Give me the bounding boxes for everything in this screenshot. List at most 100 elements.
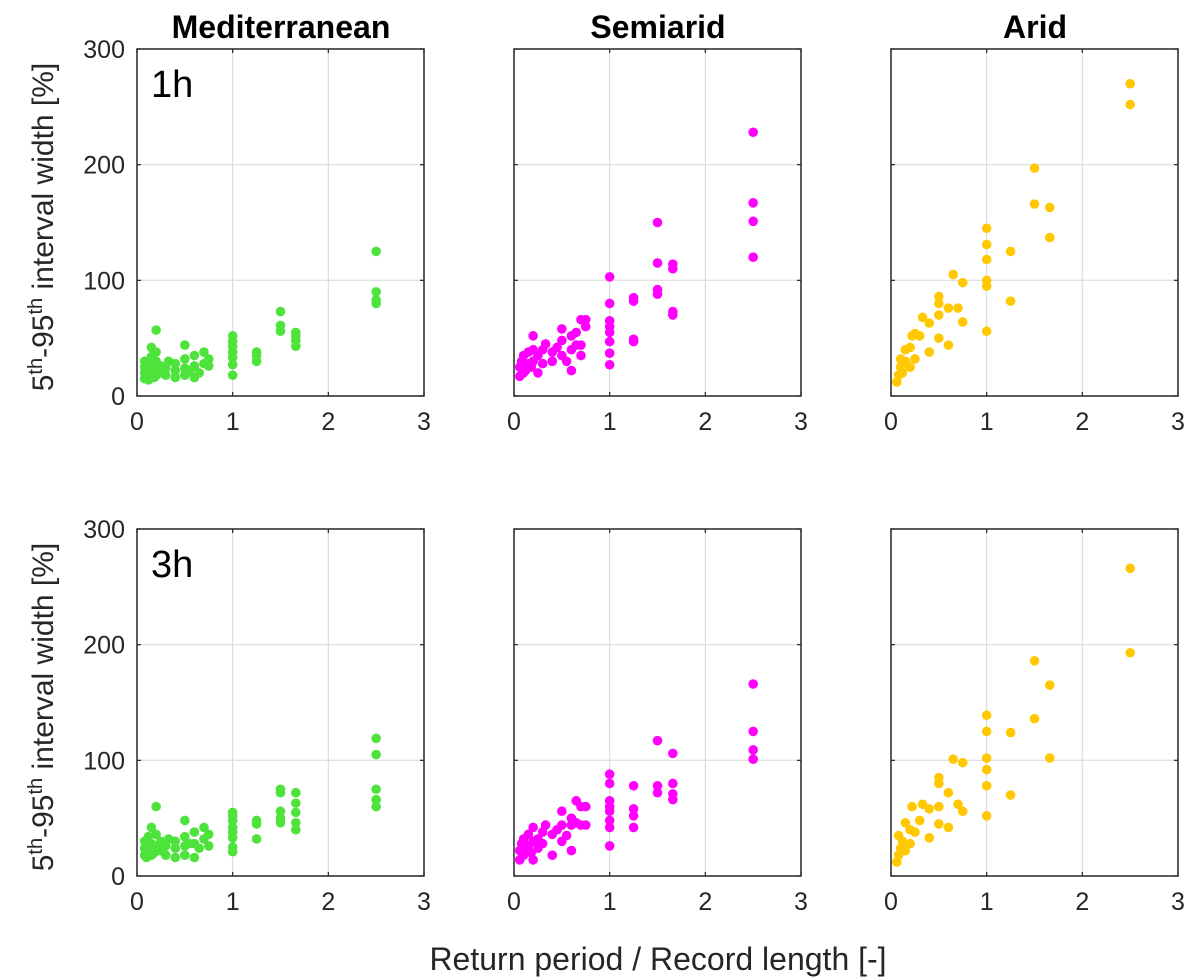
data-point (180, 831, 190, 842)
data-point (934, 819, 944, 829)
data-point (628, 804, 639, 814)
x-tick-label: 3 (794, 888, 808, 916)
data-point (628, 822, 639, 833)
data-point (371, 801, 381, 812)
data-point (981, 223, 992, 234)
data-point (533, 368, 543, 378)
data-point (291, 798, 301, 808)
data-point (905, 362, 915, 372)
data-point (934, 333, 944, 343)
data-point (1045, 753, 1055, 763)
data-point (652, 780, 663, 791)
data-point (537, 358, 548, 369)
x-tick-label: 2 (1075, 408, 1089, 436)
data-point (189, 827, 200, 837)
data-point (561, 830, 572, 841)
data-point (604, 272, 615, 282)
data-point (914, 815, 925, 826)
data-point (203, 354, 214, 364)
data-point (948, 754, 958, 764)
data-point (557, 806, 567, 817)
data-point (981, 254, 992, 265)
x-tick-label: 1 (980, 888, 994, 916)
data-point (571, 327, 581, 338)
data-point (652, 217, 663, 228)
data-point (1005, 790, 1016, 800)
data-point (160, 370, 171, 380)
data-point (291, 787, 301, 798)
data-point (957, 277, 968, 288)
x-tick-label: 0 (130, 408, 144, 436)
data-point (528, 855, 538, 865)
data-point (981, 753, 992, 763)
y-axis-label-row-1: 5th-95th interval width [%] (25, 63, 60, 392)
data-point (943, 787, 954, 798)
data-point (180, 815, 190, 826)
y-axis-label-row-2: 5th-95th interval width [%] (25, 543, 60, 872)
data-point (957, 757, 968, 768)
data-point (604, 815, 615, 826)
data-point (668, 778, 678, 789)
data-point (528, 331, 538, 341)
data-point (576, 340, 586, 350)
duration-label-3h: 3h (151, 544, 193, 586)
y-tick-label: 300 (83, 36, 125, 64)
data-point (907, 801, 917, 812)
panel-mediterranean-3h: 0 1 2 3 0 100 200 300 3h (83, 516, 431, 916)
x-tick-label: 1 (603, 888, 617, 916)
data-point (668, 748, 678, 759)
data-point (170, 358, 181, 369)
data-point (1029, 163, 1040, 173)
data-point (170, 372, 181, 383)
data-point (151, 829, 161, 840)
x-axis-label: Return period / Record length [-] (429, 941, 886, 977)
data-point (934, 772, 944, 783)
data-point (557, 820, 567, 830)
data-point (189, 361, 200, 371)
data-point (203, 829, 214, 840)
data-point (668, 789, 678, 799)
data-point (981, 710, 992, 721)
data-point (371, 295, 381, 305)
data-point (981, 764, 992, 775)
data-point (1029, 713, 1040, 724)
data-point (897, 836, 908, 847)
data-point (604, 841, 615, 851)
column-title-mediterranean: Mediterranean (172, 9, 391, 45)
data-point (371, 246, 381, 257)
y-tick-label: 0 (111, 383, 125, 411)
x-tick-label: 1 (226, 888, 240, 916)
data-point (981, 811, 992, 821)
data-point (170, 852, 181, 863)
data-point (566, 365, 577, 376)
y-tick-label: 300 (83, 516, 125, 544)
panel-semiarid-3h: 0 1 2 3 (507, 528, 808, 916)
data-point (905, 838, 915, 849)
data-point (580, 314, 591, 325)
data-point (748, 745, 758, 755)
x-tick-label: 2 (698, 888, 712, 916)
data-point (580, 321, 591, 332)
data-point (528, 822, 538, 833)
data-point (1125, 563, 1135, 574)
column-title-arid: Arid (1003, 9, 1067, 45)
data-point (227, 359, 238, 370)
data-point (905, 342, 915, 353)
x-tick-label: 3 (1171, 408, 1185, 436)
data-point (275, 813, 286, 823)
data-point (981, 780, 992, 791)
x-tick-label: 1 (603, 408, 617, 436)
data-point (275, 806, 286, 817)
data-point (934, 310, 944, 320)
data-point (652, 735, 663, 746)
data-point (540, 339, 551, 349)
panel-arid-3h: 0 1 2 3 (884, 528, 1185, 916)
data-point (371, 749, 381, 760)
data-point (227, 807, 238, 818)
data-point (628, 811, 639, 821)
data-point (203, 841, 214, 851)
x-tick-label: 2 (1075, 888, 1089, 916)
data-point (652, 258, 663, 268)
data-point (981, 726, 992, 737)
